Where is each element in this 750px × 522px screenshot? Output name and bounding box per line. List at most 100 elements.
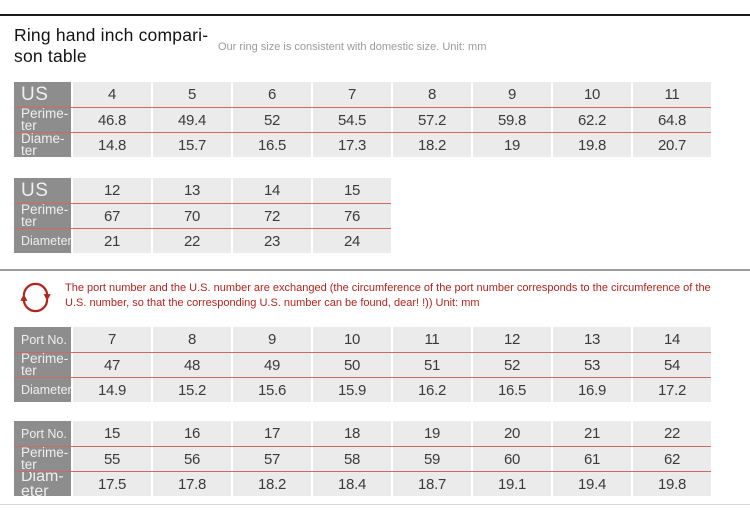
table-row: Diame- ter 14.8 15.7 16.5 17.3 18.2 19 19.8 20.7 xyxy=(14,132,711,157)
table-row: Perime- ter 67 70 72 76 xyxy=(14,203,391,228)
bottom-divider xyxy=(0,504,750,505)
value-cell: 8 xyxy=(153,327,231,352)
value-cell: 5 xyxy=(153,82,231,107)
row-header-cell: Diame- ter xyxy=(14,133,71,157)
value-cell: 18.7 xyxy=(393,472,471,496)
us-size-table-b: US 12 13 14 15 Perime- ter 67 70 72 76 Diameter 21 2… xyxy=(14,178,391,253)
value-cell: 52 xyxy=(473,353,551,377)
value-cell: 59 xyxy=(393,447,471,471)
value-cell: 12 xyxy=(473,327,551,352)
table-row: Port No. 7 8 9 10 11 12 13 14 xyxy=(14,327,711,352)
row-header-cell: US xyxy=(14,178,71,203)
value-cell: 52 xyxy=(233,108,311,132)
value-cell: 72 xyxy=(233,204,311,228)
value-cell: 54.5 xyxy=(313,108,391,132)
value-cell: 61 xyxy=(553,447,631,471)
row-header-cell: US xyxy=(14,82,71,107)
row-header-cell: Perime- ter xyxy=(14,447,71,471)
value-cell: 55 xyxy=(73,447,151,471)
value-cell: 58 xyxy=(313,447,391,471)
table-row: Diam- eter 17.5 17.8 18.2 18.4 18.7 19.1 19.4 19… xyxy=(14,471,711,496)
row-header-cell: Port No. xyxy=(14,421,71,446)
value-cell: 11 xyxy=(393,327,471,352)
value-cell: 47 xyxy=(73,353,151,377)
value-cell: 62 xyxy=(633,447,711,471)
value-cell: 76 xyxy=(313,204,391,228)
value-cell: 18 xyxy=(313,421,391,446)
value-cell: 16.9 xyxy=(553,378,631,402)
row-header-cell: Perime- ter xyxy=(14,353,71,377)
value-cell: 15.9 xyxy=(313,378,391,402)
value-cell: 9 xyxy=(473,82,551,107)
value-cell: 19 xyxy=(473,133,551,157)
value-cell: 70 xyxy=(153,204,231,228)
value-cell: 54 xyxy=(633,353,711,377)
value-cell: 7 xyxy=(73,327,151,352)
value-cell: 13 xyxy=(553,327,631,352)
row-header-cell: Diameter xyxy=(14,378,71,402)
page-title: Ring hand inch compari- son table xyxy=(14,25,209,66)
value-cell: 12 xyxy=(73,178,151,203)
value-cell: 17.5 xyxy=(73,472,151,496)
section-divider xyxy=(0,269,750,271)
value-cell: 19.8 xyxy=(553,133,631,157)
value-cell: 20 xyxy=(473,421,551,446)
value-cell: 49.4 xyxy=(153,108,231,132)
value-cell: 57.2 xyxy=(393,108,471,132)
row-header-cell: Diameter xyxy=(14,229,71,253)
port-size-table-b: Port No. 15 16 17 18 19 20 21 22 Perime- ter 55 56 5… xyxy=(14,421,711,496)
value-cell: 19.1 xyxy=(473,472,551,496)
top-divider xyxy=(0,14,750,16)
value-cell: 15 xyxy=(313,178,391,203)
value-cell: 16 xyxy=(153,421,231,446)
value-cell: 53 xyxy=(553,353,631,377)
value-cell: 19.4 xyxy=(553,472,631,496)
table-row: Port No. 15 16 17 18 19 20 21 22 xyxy=(14,421,711,446)
value-cell: 16.2 xyxy=(393,378,471,402)
value-cell: 7 xyxy=(313,82,391,107)
value-cell: 15 xyxy=(73,421,151,446)
value-cell: 51 xyxy=(393,353,471,377)
value-cell: 18.4 xyxy=(313,472,391,496)
value-cell: 14 xyxy=(633,327,711,352)
table-row: Perime- ter 47 48 49 50 51 52 53 54 xyxy=(14,352,711,377)
value-cell: 10 xyxy=(313,327,391,352)
value-cell: 6 xyxy=(233,82,311,107)
port-size-table-a: Port No. 7 8 9 10 11 12 13 14 Perime- ter 47 48 49 50… xyxy=(14,327,711,402)
value-cell: 48 xyxy=(153,353,231,377)
value-cell: 16.5 xyxy=(473,378,551,402)
value-cell: 10 xyxy=(553,82,631,107)
value-cell: 59.8 xyxy=(473,108,551,132)
table-row: Perime- ter 55 56 57 58 59 60 61 62 xyxy=(14,446,711,471)
value-cell: 17.2 xyxy=(633,378,711,402)
value-cell: 56 xyxy=(153,447,231,471)
value-cell: 46.8 xyxy=(73,108,151,132)
value-cell: 15.6 xyxy=(233,378,311,402)
table-row: Diameter 21 22 23 24 xyxy=(14,228,391,253)
value-cell: 18.2 xyxy=(393,133,471,157)
page-subtitle: Our ring size is consistent with domesti… xyxy=(218,41,487,53)
value-cell: 14.9 xyxy=(73,378,151,402)
value-cell: 13 xyxy=(153,178,231,203)
row-header-cell: Perime- ter xyxy=(14,108,71,132)
exchange-cycle-icon xyxy=(20,282,51,313)
value-cell: 64.8 xyxy=(633,108,711,132)
table-row: Perime- ter 46.8 49.4 52 54.5 57.2 59.8 62.2 64.… xyxy=(14,107,711,132)
value-cell: 17 xyxy=(233,421,311,446)
value-cell: 22 xyxy=(633,421,711,446)
value-cell: 19.8 xyxy=(633,472,711,496)
value-cell: 4 xyxy=(73,82,151,107)
value-cell: 8 xyxy=(393,82,471,107)
value-cell: 62.2 xyxy=(553,108,631,132)
row-header-cell: Port No. xyxy=(14,327,71,352)
value-cell: 14 xyxy=(233,178,311,203)
value-cell: 57 xyxy=(233,447,311,471)
value-cell: 60 xyxy=(473,447,551,471)
value-cell: 22 xyxy=(153,229,231,253)
row-header-cell: Perime- ter xyxy=(14,204,71,228)
value-cell: 23 xyxy=(233,229,311,253)
table-row: US 4 5 6 7 8 9 10 11 xyxy=(14,82,711,107)
value-cell: 18.2 xyxy=(233,472,311,496)
value-cell: 21 xyxy=(73,229,151,253)
